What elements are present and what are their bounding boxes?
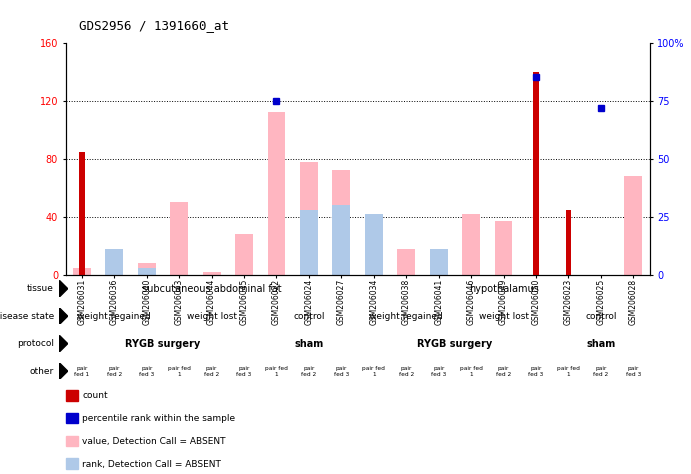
- Bar: [138, 268, 155, 275]
- Bar: [79, 152, 85, 275]
- Bar: [495, 221, 513, 275]
- Bar: [462, 214, 480, 275]
- Bar: [202, 272, 220, 275]
- Text: RYGB surgery: RYGB surgery: [125, 338, 200, 349]
- Text: pair fed
1: pair fed 1: [557, 366, 580, 376]
- Text: sham: sham: [294, 338, 323, 349]
- Text: value, Detection Call = ABSENT: value, Detection Call = ABSENT: [82, 437, 226, 446]
- Bar: [565, 210, 571, 275]
- Text: pair
fed 3: pair fed 3: [625, 366, 641, 376]
- Bar: [106, 256, 123, 275]
- Text: weight regained: weight regained: [370, 312, 443, 320]
- Text: control: control: [293, 312, 325, 320]
- Text: weight lost: weight lost: [479, 312, 529, 320]
- Text: pair
fed 2: pair fed 2: [594, 366, 609, 376]
- Polygon shape: [59, 336, 68, 352]
- Polygon shape: [59, 281, 68, 297]
- Text: control: control: [585, 312, 616, 320]
- Text: pair fed
1: pair fed 1: [460, 366, 482, 376]
- Bar: [430, 249, 448, 275]
- Text: percentile rank within the sample: percentile rank within the sample: [82, 414, 236, 423]
- Text: subcutaneous abdominal fat: subcutaneous abdominal fat: [142, 283, 281, 294]
- Text: pair
fed 3: pair fed 3: [236, 366, 252, 376]
- Bar: [332, 171, 350, 275]
- Text: pair fed
1: pair fed 1: [362, 366, 386, 376]
- Text: GDS2956 / 1391660_at: GDS2956 / 1391660_at: [79, 19, 229, 32]
- Bar: [106, 249, 123, 275]
- Text: pair fed
1: pair fed 1: [265, 366, 288, 376]
- Text: rank, Detection Call = ABSENT: rank, Detection Call = ABSENT: [82, 460, 221, 468]
- Text: count: count: [82, 392, 108, 400]
- Bar: [300, 162, 318, 275]
- Bar: [138, 264, 155, 275]
- Bar: [365, 214, 383, 275]
- Bar: [235, 234, 253, 275]
- Text: pair
fed 2: pair fed 2: [106, 366, 122, 376]
- Text: pair
fed 3: pair fed 3: [529, 366, 544, 376]
- Polygon shape: [59, 308, 68, 324]
- Text: pair
fed 3: pair fed 3: [334, 366, 349, 376]
- Text: other: other: [30, 367, 54, 375]
- Text: RYGB surgery: RYGB surgery: [417, 338, 493, 349]
- Text: pair
fed 2: pair fed 2: [496, 366, 511, 376]
- Text: tissue: tissue: [27, 284, 54, 293]
- Text: disease state: disease state: [0, 312, 54, 320]
- Text: pair
fed 1: pair fed 1: [75, 366, 89, 376]
- Bar: [300, 210, 318, 275]
- Bar: [73, 268, 91, 275]
- Text: protocol: protocol: [17, 339, 54, 348]
- Text: pair
fed 2: pair fed 2: [204, 366, 219, 376]
- Polygon shape: [59, 363, 68, 379]
- Bar: [170, 202, 188, 275]
- Bar: [332, 205, 350, 275]
- Text: hypothalamus: hypothalamus: [468, 283, 538, 294]
- Text: weight regained: weight regained: [77, 312, 151, 320]
- Bar: [533, 72, 539, 275]
- Bar: [267, 112, 285, 275]
- Text: pair
fed 3: pair fed 3: [139, 366, 154, 376]
- Text: weight lost: weight lost: [187, 312, 236, 320]
- Text: sham: sham: [586, 338, 616, 349]
- Bar: [397, 249, 415, 275]
- Text: pair
fed 2: pair fed 2: [301, 366, 316, 376]
- Text: pair fed
1: pair fed 1: [168, 366, 191, 376]
- Bar: [430, 249, 448, 275]
- Text: pair
fed 2: pair fed 2: [399, 366, 414, 376]
- Bar: [625, 176, 642, 275]
- Text: pair
fed 3: pair fed 3: [431, 366, 446, 376]
